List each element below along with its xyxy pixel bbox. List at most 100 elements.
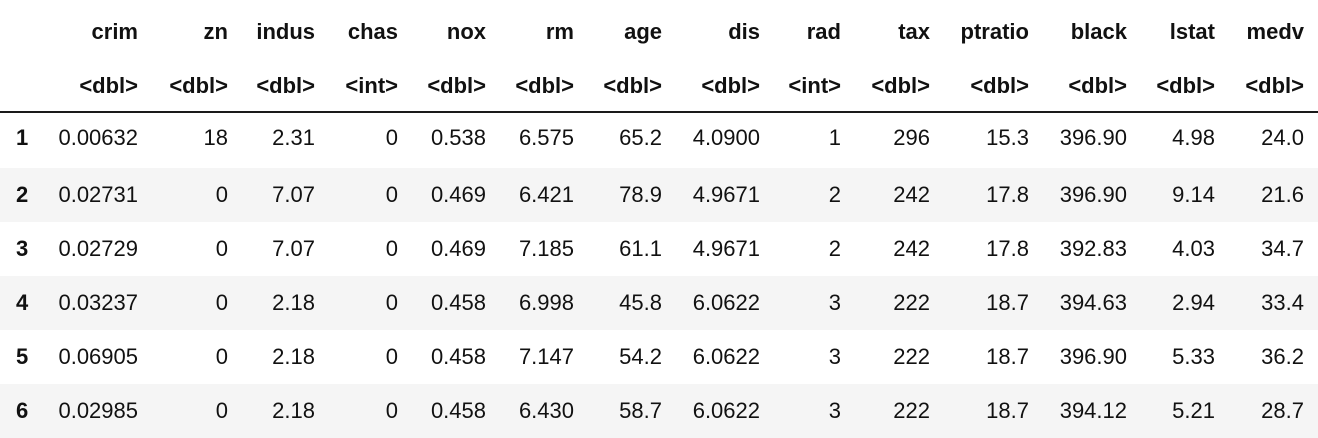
- column-header: zn: [203, 19, 228, 44]
- column-header: nox: [446, 19, 486, 44]
- column-type: <dbl>: [427, 73, 486, 98]
- table-row: 4 0.03237 0 2.18 0 0.458 6.998 45.8 6.0622 3 222 18…: [0, 276, 1318, 330]
- table-cell: 3: [828, 398, 841, 423]
- column-header: rm: [545, 19, 574, 44]
- table-cell: 396.90: [1059, 344, 1127, 369]
- table-cell: 222: [893, 398, 930, 423]
- table-cell: 4.9671: [692, 182, 760, 207]
- column-header: medv: [1246, 19, 1304, 44]
- table-cell: 2: [828, 182, 841, 207]
- table-cell: 396.90: [1059, 182, 1127, 207]
- table-cell: 0: [215, 236, 228, 261]
- table-cell: 4.03: [1172, 236, 1215, 261]
- table-cell: 6.430: [518, 398, 574, 423]
- table-cell: 394.63: [1059, 290, 1127, 315]
- table-cell: 7.185: [518, 236, 574, 261]
- table-cell: 21.6: [1261, 182, 1304, 207]
- table-cell: 0: [385, 182, 398, 207]
- table-cell: 45.8: [619, 290, 662, 315]
- table-cell: 392.83: [1059, 236, 1127, 261]
- table-cell: 18.7: [986, 398, 1029, 423]
- table-cell: 0: [385, 125, 398, 150]
- column-header: crim: [91, 19, 138, 44]
- table-cell: 7.147: [518, 344, 574, 369]
- column-type: <dbl>: [169, 73, 228, 98]
- table-cell: 2.31: [272, 125, 315, 150]
- table-cell: 5.33: [1172, 344, 1215, 369]
- row-index: 3: [16, 236, 29, 261]
- table-cell: 0: [385, 290, 398, 315]
- table-cell: 0.458: [430, 398, 486, 423]
- column-header-row: crim zn indus chas nox rm age dis rad tax ptratio b…: [0, 5, 1318, 59]
- column-type: <dbl>: [1068, 73, 1127, 98]
- table-cell: 296: [893, 125, 930, 150]
- row-index: 4: [16, 290, 29, 315]
- column-type: <int>: [345, 73, 398, 98]
- row-index: 5: [16, 344, 29, 369]
- table-cell: 65.2: [619, 125, 662, 150]
- table-cell: 0.469: [430, 182, 486, 207]
- column-header: dis: [728, 19, 760, 44]
- column-type: <dbl>: [970, 73, 1029, 98]
- table-cell: 6.421: [518, 182, 574, 207]
- table-cell: 0.06905: [58, 344, 138, 369]
- table-row: 5 0.06905 0 2.18 0 0.458 7.147 54.2 6.0622 3 222 18…: [0, 330, 1318, 384]
- table-cell: 4.0900: [692, 125, 760, 150]
- table-cell: 6.0622: [692, 398, 760, 423]
- table-cell: 18: [203, 125, 228, 150]
- table-cell: 0: [215, 290, 228, 315]
- table-cell: 0: [215, 398, 228, 423]
- table-cell: 0: [215, 182, 228, 207]
- table-cell: 6.0622: [692, 290, 760, 315]
- column-header: indus: [256, 19, 315, 44]
- column-header: ptratio: [960, 19, 1029, 44]
- table-cell: 396.90: [1059, 125, 1127, 150]
- table-cell: 78.9: [619, 182, 662, 207]
- table-cell: 394.12: [1059, 398, 1127, 423]
- table-cell: 0.458: [430, 290, 486, 315]
- table-cell: 15.3: [986, 125, 1029, 150]
- row-index: 6: [16, 398, 29, 423]
- column-type: <dbl>: [79, 73, 138, 98]
- table-cell: 0.02985: [58, 398, 138, 423]
- table-cell: 5.21: [1172, 398, 1215, 423]
- table-cell: 28.7: [1261, 398, 1304, 423]
- table-cell: 7.07: [272, 182, 315, 207]
- column-type: <dbl>: [871, 73, 930, 98]
- table-cell: 18.7: [986, 290, 1029, 315]
- column-type: <dbl>: [515, 73, 574, 98]
- table-cell: 1: [828, 125, 841, 150]
- table-cell: 17.8: [986, 236, 1029, 261]
- table-cell: 17.8: [986, 182, 1029, 207]
- table-cell: 2.18: [272, 344, 315, 369]
- column-header: age: [624, 19, 662, 44]
- table-cell: 0.469: [430, 236, 486, 261]
- table-cell: 0: [385, 344, 398, 369]
- table-cell: 0.458: [430, 344, 486, 369]
- row-index: 1: [16, 125, 29, 150]
- column-type: <dbl>: [1156, 73, 1215, 98]
- table-cell: 6.0622: [692, 344, 760, 369]
- table-cell: 18.7: [986, 344, 1029, 369]
- table-row: 1 0.00632 18 2.31 0 0.538 6.575 65.2 4.0900 1 296 1…: [0, 111, 1318, 165]
- row-index: 2: [16, 182, 29, 207]
- table-cell: 0.02729: [58, 236, 138, 261]
- table-cell: 0: [385, 236, 398, 261]
- table-cell: 34.7: [1261, 236, 1304, 261]
- table-cell: 222: [893, 290, 930, 315]
- table-cell: 4.98: [1172, 125, 1215, 150]
- column-type: <dbl>: [701, 73, 760, 98]
- table-cell: 33.4: [1261, 290, 1304, 315]
- table-cell: 0: [385, 398, 398, 423]
- table-cell: 6.998: [518, 290, 574, 315]
- table-cell: 242: [893, 236, 930, 261]
- table-cell: 6.575: [518, 125, 574, 150]
- table-cell: 3: [828, 344, 841, 369]
- table-cell: 54.2: [619, 344, 662, 369]
- table-cell: 2.94: [1172, 290, 1215, 315]
- column-type: <dbl>: [603, 73, 662, 98]
- column-header: lstat: [1169, 19, 1215, 44]
- table-cell: 3: [828, 290, 841, 315]
- table-cell: 36.2: [1261, 344, 1304, 369]
